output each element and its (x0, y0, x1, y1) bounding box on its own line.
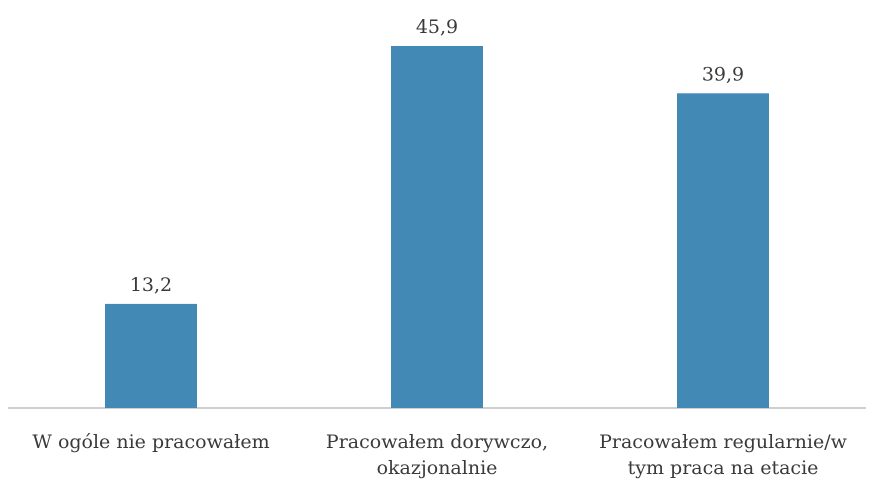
data-label-1: 13,2 (130, 274, 172, 296)
bars-group (105, 46, 769, 409)
category-labels-group: W ogóle nie pracowałem Pracowałem dorywcz… (32, 431, 847, 479)
data-label-2: 45,9 (416, 16, 458, 38)
data-label-3: 39,9 (702, 63, 744, 85)
bar-1 (105, 303, 197, 408)
value-labels-group: 13,2 45,9 39,9 (130, 16, 744, 296)
category-label-line: Pracowałem regularnie/w (599, 431, 847, 453)
category-label-2: Pracowałem dorywczo, okazjonalnie (326, 431, 548, 479)
category-label-1: W ogóle nie pracowałem (32, 431, 269, 453)
category-label-line: tym praca na etacie (628, 457, 819, 479)
bar-2 (391, 46, 483, 408)
category-label-line: Pracowałem dorywczo, (326, 431, 548, 453)
category-label-line: okazjonalnie (377, 457, 498, 479)
category-label-3: Pracowałem regularnie/w tym praca na etac… (599, 431, 847, 479)
category-label-line: W ogóle nie pracowałem (32, 431, 269, 453)
bar-3 (677, 93, 769, 409)
